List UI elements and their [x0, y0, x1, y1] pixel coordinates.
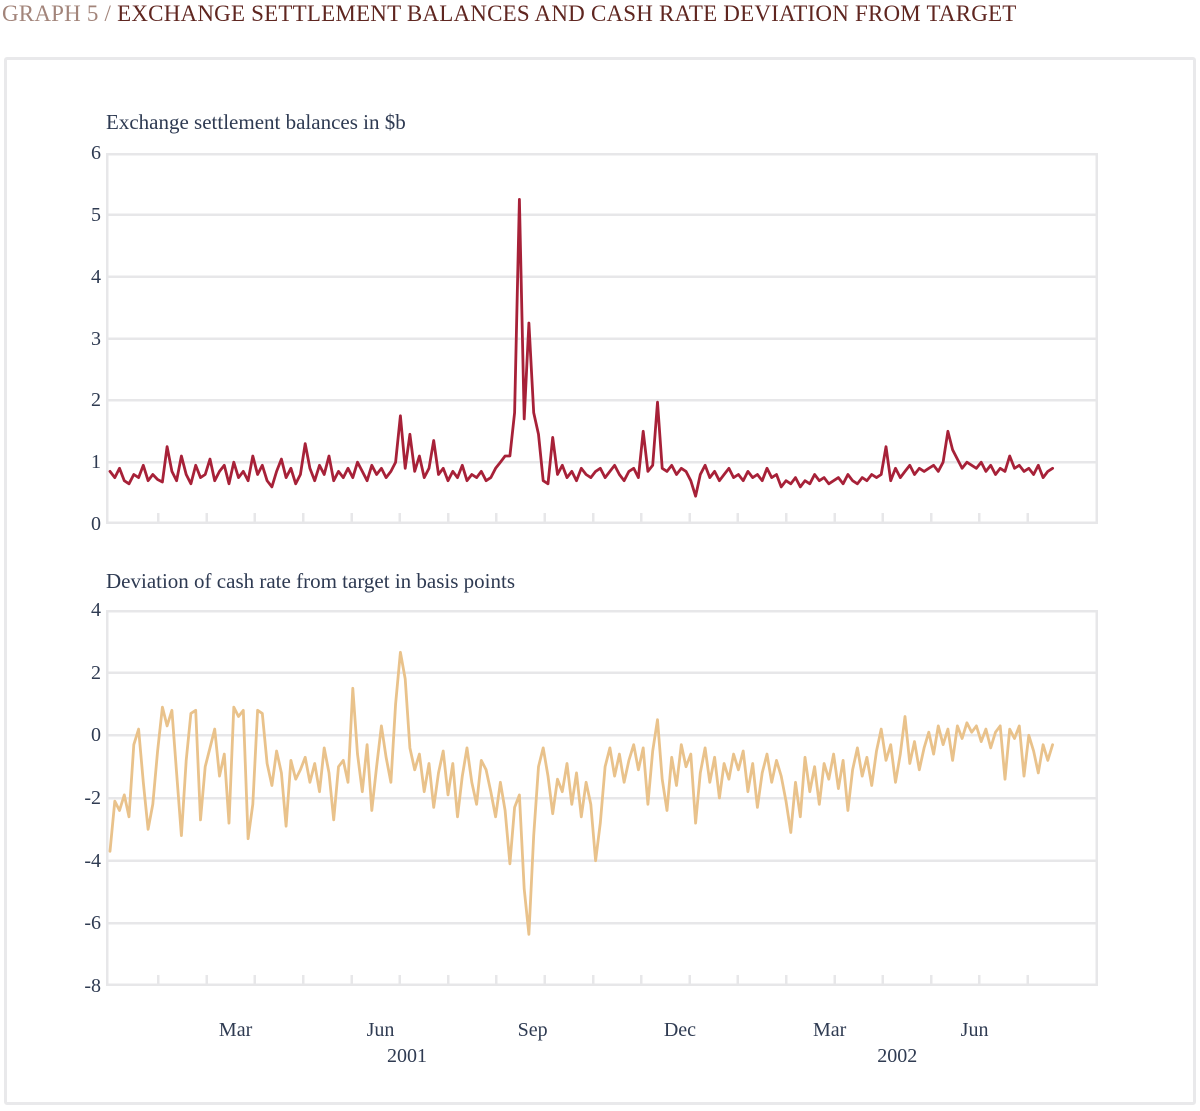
y-tick-label: -8 — [84, 975, 101, 997]
graph-number-label: GRAPH 5 / — [2, 1, 112, 26]
x-month-label: Jun — [366, 1019, 395, 1041]
y-tick-label: 5 — [91, 203, 101, 226]
plot-border — [106, 610, 1098, 986]
y-tick-label: 4 — [91, 265, 101, 288]
y-tick-label: 2 — [91, 389, 101, 412]
plot-border — [106, 153, 1098, 524]
y-tick-label: 0 — [91, 513, 101, 535]
x-month-label: Sep — [517, 1019, 548, 1041]
y-tick-label: 1 — [91, 451, 101, 474]
bottom-panel-plot — [106, 610, 1098, 986]
figure-frame: Exchange settlement balances in $b 6 5 4 3 2… — [4, 57, 1196, 1105]
bottom-panel-y-axis-labels: 4 2 0 -2 -4 -6 -8 — [59, 599, 101, 997]
x-month-label: Dec — [663, 1019, 697, 1041]
x-month-label: Mar — [812, 1019, 847, 1041]
y-tick-label: 4 — [91, 599, 101, 621]
top-panel-y-axis-labels: 6 5 4 3 2 1 0 — [59, 142, 101, 535]
y-tick-label: 2 — [91, 661, 101, 684]
graph-title: GRAPH 5 / EXCHANGE SETTLEMENT BALANCES A… — [2, 1, 1017, 27]
y-tick-label: -2 — [84, 787, 101, 809]
x-year-label: 2002 — [877, 1045, 918, 1067]
y-tick-label: 0 — [91, 724, 101, 747]
y-tick-label: 6 — [91, 142, 101, 164]
y-tick-label: 3 — [91, 327, 101, 350]
y-tick-label: -6 — [84, 912, 101, 935]
top-panel-title: Exchange settlement balances in $b — [106, 110, 406, 134]
series-line-cash-rate-deviation — [108, 650, 1054, 936]
bottom-panel-title: Deviation of cash rate from target in ba… — [106, 569, 516, 593]
graph-title-text: EXCHANGE SETTLEMENT BALANCES AND CASH RA… — [117, 1, 1017, 26]
y-tick-label: -4 — [84, 849, 101, 872]
x-year-label: 2001 — [387, 1045, 428, 1067]
x-month-label: Mar — [218, 1019, 253, 1041]
top-panel-plot — [106, 153, 1098, 524]
x-month-label: Jun — [960, 1019, 989, 1041]
series-line-exchange-settlement — [108, 198, 1054, 498]
